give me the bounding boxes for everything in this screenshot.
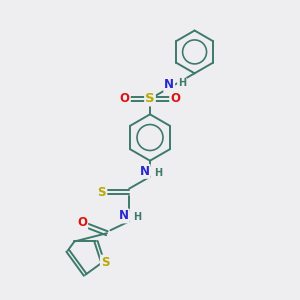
Text: O: O: [120, 92, 130, 105]
Text: S: S: [98, 186, 106, 199]
Text: N: N: [164, 78, 174, 91]
Text: S: S: [101, 256, 110, 268]
Text: O: O: [77, 216, 87, 229]
Text: H: H: [134, 212, 142, 223]
Text: H: H: [178, 78, 186, 88]
Text: H: H: [154, 168, 162, 178]
Text: N: N: [119, 209, 129, 223]
Text: O: O: [170, 92, 180, 105]
Text: N: N: [140, 165, 150, 178]
Text: S: S: [145, 92, 155, 105]
